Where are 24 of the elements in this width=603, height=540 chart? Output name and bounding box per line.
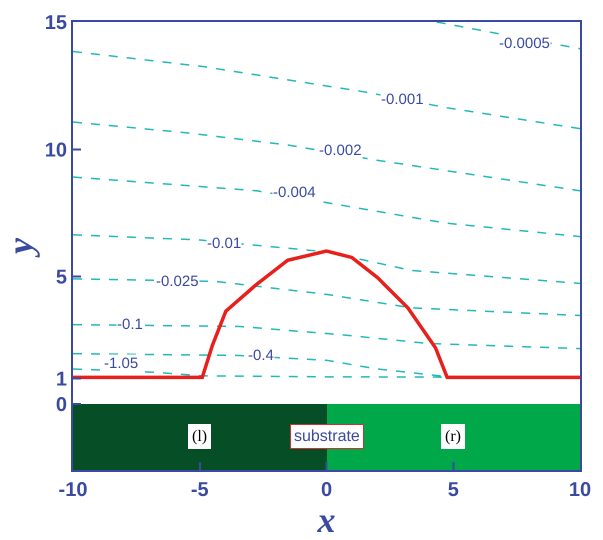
x-tick-label: -10 xyxy=(58,479,88,501)
x-tick-label: 5 xyxy=(448,479,459,501)
annotation: -0.025 xyxy=(156,273,199,290)
annotation: -0.004 xyxy=(273,184,316,201)
annotation: -0.002 xyxy=(319,142,362,159)
annotation: -1.05 xyxy=(104,355,138,372)
x-tick-label: 10 xyxy=(568,479,592,501)
annotation: -0.0005 xyxy=(499,35,550,52)
x-axis-title: x xyxy=(316,500,336,540)
y-tick-label: 15 xyxy=(44,12,67,34)
annotation: -0.4 xyxy=(248,347,274,364)
x-tick-label: 0 xyxy=(320,479,332,501)
annotation: -0.001 xyxy=(381,91,424,108)
y-tick-label: 10 xyxy=(44,139,67,162)
y-axis-title: y xyxy=(0,236,40,258)
y-tick-label: 1 xyxy=(56,368,67,390)
annotation: substrate xyxy=(294,428,360,445)
annotation: -0.01 xyxy=(207,235,242,252)
annotation: -0.1 xyxy=(117,316,143,333)
annotation: (l) xyxy=(192,428,208,445)
y-tick-label: 0 xyxy=(56,394,67,416)
y-tick-label: 5 xyxy=(56,266,67,289)
x-tick-label: -5 xyxy=(190,479,209,501)
annotation: (r) xyxy=(445,428,461,445)
